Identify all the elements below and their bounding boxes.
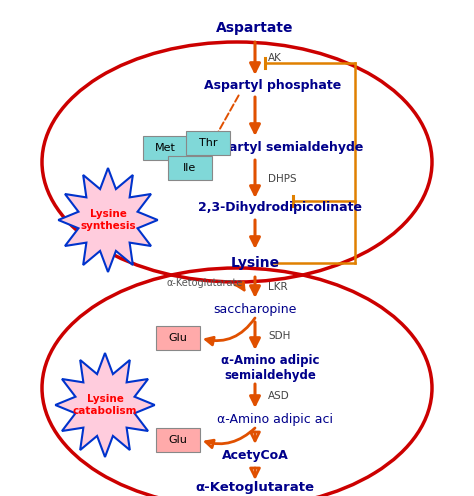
Text: Met: Met bbox=[155, 143, 175, 153]
Text: Lysine
synthesis: Lysine synthesis bbox=[80, 209, 136, 231]
Text: α-Ketoglutarate: α-Ketoglutarate bbox=[167, 278, 243, 288]
Text: Aspartate: Aspartate bbox=[216, 21, 294, 35]
Text: Aspartyl phosphate: Aspartyl phosphate bbox=[204, 78, 342, 91]
Text: α-Amino adipic aci: α-Amino adipic aci bbox=[217, 414, 333, 427]
Text: Lysine: Lysine bbox=[230, 256, 280, 270]
Text: Ile: Ile bbox=[183, 163, 197, 173]
Text: Glu: Glu bbox=[169, 435, 187, 445]
Text: Glu: Glu bbox=[169, 333, 187, 343]
Text: LKR: LKR bbox=[268, 282, 288, 292]
Polygon shape bbox=[55, 353, 155, 457]
FancyBboxPatch shape bbox=[156, 326, 200, 350]
Polygon shape bbox=[58, 168, 158, 272]
FancyBboxPatch shape bbox=[143, 136, 187, 160]
Text: AcetyCoA: AcetyCoA bbox=[222, 449, 288, 462]
Text: α-Ketoglutarate: α-Ketoglutarate bbox=[195, 482, 315, 495]
Text: SDH: SDH bbox=[268, 331, 291, 341]
Text: α-Amino adipic
semialdehyde: α-Amino adipic semialdehyde bbox=[221, 354, 319, 382]
Text: Aspartyl semialdehyde: Aspartyl semialdehyde bbox=[203, 141, 363, 154]
FancyBboxPatch shape bbox=[156, 428, 200, 452]
Text: AK: AK bbox=[268, 53, 282, 63]
FancyBboxPatch shape bbox=[186, 131, 230, 155]
Text: Thr: Thr bbox=[199, 138, 217, 148]
Text: DHPS: DHPS bbox=[268, 174, 297, 184]
FancyBboxPatch shape bbox=[168, 156, 212, 180]
Text: Lysine
catabolism: Lysine catabolism bbox=[73, 394, 137, 416]
Text: saccharopine: saccharopine bbox=[213, 304, 297, 316]
Text: ASD: ASD bbox=[268, 391, 290, 401]
Text: 2,3-Dihydrodipicolinate: 2,3-Dihydrodipicolinate bbox=[198, 201, 362, 214]
